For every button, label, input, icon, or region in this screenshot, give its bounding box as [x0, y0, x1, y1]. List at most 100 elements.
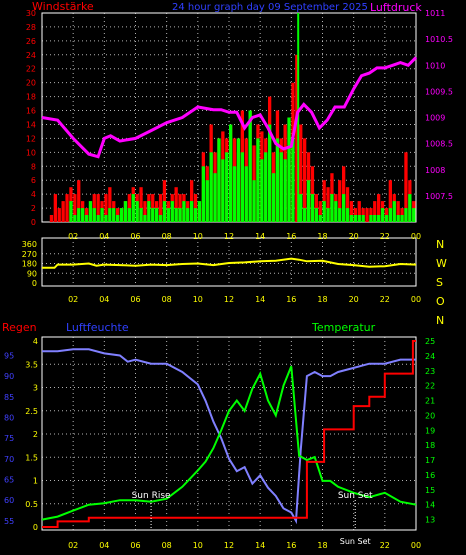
gust-bar [380, 208, 385, 222]
wind-bar [178, 194, 182, 222]
gust-bar [275, 138, 280, 222]
gust-bar [143, 215, 147, 222]
wind-bar [299, 124, 303, 222]
rain-tick-label: 0 [33, 523, 38, 532]
gust-bar [186, 208, 190, 222]
gust-bar [88, 201, 93, 222]
gust-bar [268, 124, 272, 222]
gust-bar [69, 201, 73, 222]
temperature-tick-label: 17 [425, 456, 435, 465]
rain-tick-label: 3 [33, 384, 38, 393]
hour-tick-label: 10 [193, 232, 203, 241]
gust-bar [205, 180, 209, 222]
wind-tick-label: 12 [26, 134, 36, 143]
gust-bar [190, 201, 194, 222]
gust-bar [342, 194, 346, 222]
gust-bar [139, 208, 143, 222]
gust-bar [193, 208, 198, 222]
wind-bar [193, 194, 198, 222]
wind-tick-label: 6 [31, 176, 36, 185]
wind-bar [49, 215, 54, 222]
gust-bar [127, 208, 131, 222]
wind-bar [303, 138, 307, 222]
gust-bar [158, 215, 163, 222]
hour-tick-label: 00 [411, 295, 421, 304]
gust-bar [229, 124, 233, 222]
gust-bar [174, 208, 178, 222]
temperature-label: Temperatur [311, 321, 376, 334]
hour-tick-label: 08 [162, 541, 172, 550]
hour-axis: 02 04 06 08 10 12 14 16 18 20 22 00 02 04 06 08 10 12 14 16… [68, 232, 421, 550]
gust-bar [166, 208, 170, 222]
gust-bar [299, 194, 303, 222]
sunset-axis-label: Sun Set [340, 537, 371, 546]
rain-tick-label: 0.5 [25, 500, 38, 509]
rain-tick-label: 2.5 [25, 407, 38, 416]
gust-bar [357, 215, 361, 222]
temperature-tick-label: 13 [425, 516, 435, 525]
hour-tick-label: 08 [162, 232, 172, 241]
gust-bar [279, 152, 283, 222]
pressure-tick-label: 1008.5 [425, 140, 453, 149]
gust-bar [155, 208, 159, 222]
gust-bar [147, 201, 151, 222]
temperature-tick-label: 22 [425, 382, 435, 391]
hour-tick-label: 06 [130, 295, 140, 304]
gust-bar [334, 201, 338, 222]
wind-bar [396, 201, 400, 222]
hour-tick-label: 12 [224, 541, 234, 550]
humidity-tick-label: 90 [4, 372, 14, 381]
wind-bar [53, 194, 57, 222]
wind-bar [295, 54, 299, 222]
gust-bar [291, 138, 295, 222]
gust-bar [131, 194, 135, 222]
wind-bar [92, 194, 96, 222]
pressure-title: Luftdruck [370, 1, 422, 14]
wind-bar [77, 180, 81, 222]
gust-bar [338, 208, 342, 222]
wind-bar [326, 187, 330, 222]
direction-grid [42, 238, 416, 286]
wind-bar [127, 194, 131, 222]
wind-bar [377, 194, 381, 222]
direction-tick-label: 180 [22, 260, 37, 269]
gust-bar [213, 173, 217, 222]
pressure-tick-label: 1007.5 [425, 192, 453, 201]
gust-bar [225, 152, 229, 222]
temperature-y-axis: 13 14 15 16 17 18 19 20 21 22 23 24 25 [425, 337, 435, 525]
pressure-tick-label: 1009 [425, 114, 445, 123]
gust-bar [404, 208, 408, 222]
gust-bar [260, 159, 264, 222]
gust-bar [326, 208, 330, 222]
gust-bar [197, 201, 202, 222]
rain-tick-label: 1.5 [25, 453, 38, 462]
gust-bar [361, 215, 365, 222]
compass-label: S [436, 276, 443, 289]
wind-tick-label: 20 [26, 79, 36, 88]
pressure-tick-label: 1009.5 [425, 87, 453, 96]
gust-bar [217, 138, 221, 222]
hour-tick-label: 00 [411, 232, 421, 241]
humidity-line [42, 348, 416, 525]
gust-bar [271, 173, 276, 222]
temperature-tick-label: 14 [425, 501, 435, 510]
rain-tick-label: 2 [33, 430, 38, 439]
gust-bar [287, 117, 291, 222]
gust-bar [96, 215, 100, 222]
gust-bar [322, 201, 326, 222]
humidity-y-axis: 55 60 65 70 75 80 85 90 95 [4, 352, 14, 526]
gust-bar [392, 201, 396, 222]
wind-title: Windstärke [32, 0, 94, 13]
hour-tick-label: 02 [68, 232, 78, 241]
gust-bar [123, 201, 128, 222]
gust-bar [396, 215, 400, 222]
hour-tick-label: 22 [380, 541, 390, 550]
rain-label: Regen [2, 321, 37, 334]
humidity-tick-label: 95 [4, 352, 14, 361]
hour-tick-label: 14 [255, 541, 265, 550]
wind-bar [73, 194, 77, 222]
gust-bar [77, 208, 81, 222]
